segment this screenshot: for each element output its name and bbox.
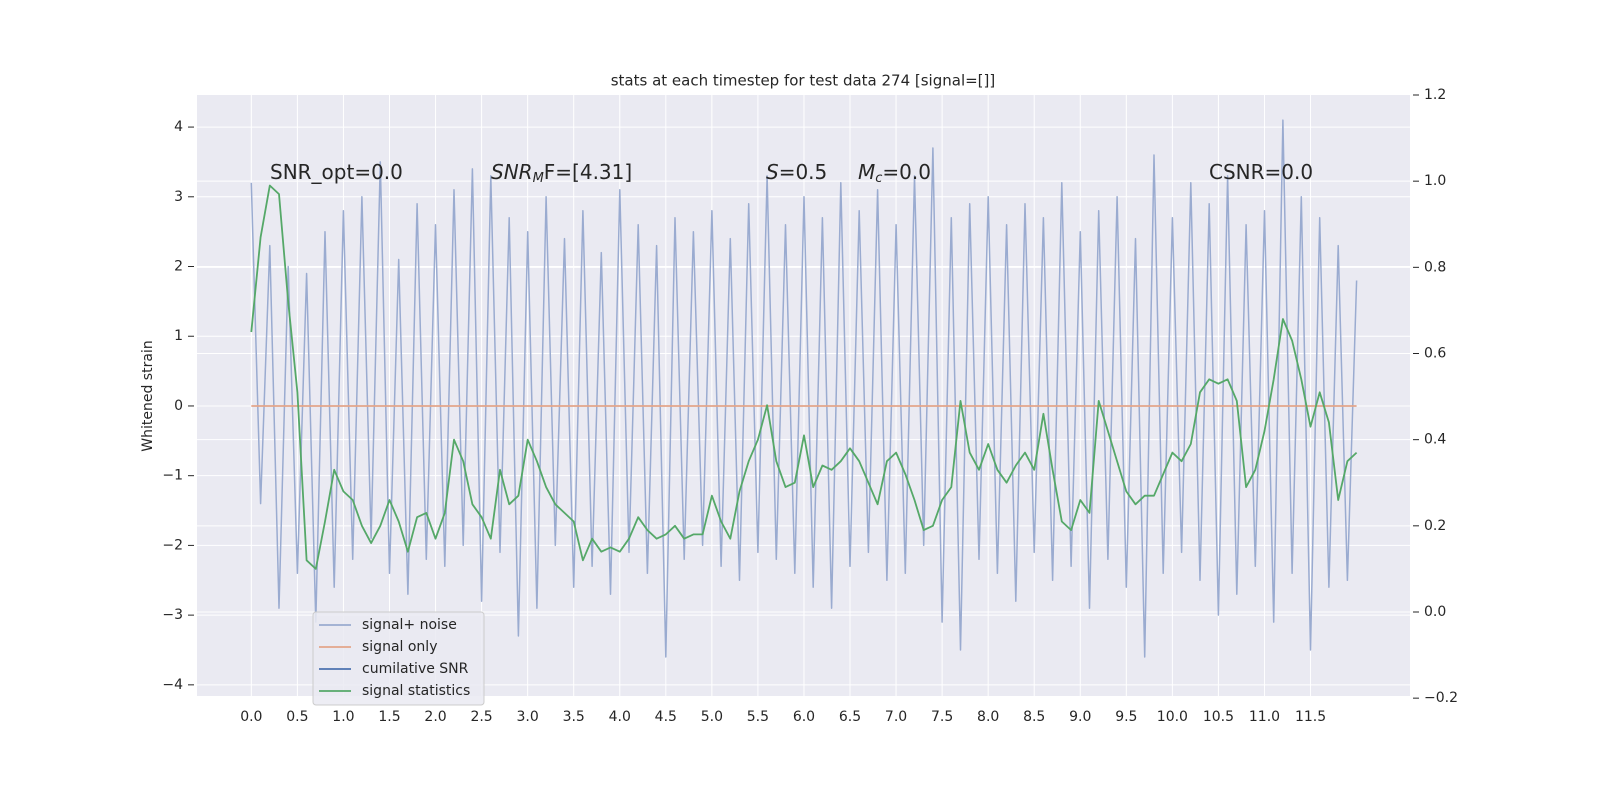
y-tick-label: −4 <box>162 677 183 693</box>
y2-tick-label: 0.2 <box>1424 518 1446 534</box>
annotation: Mc=0.0 <box>858 160 931 186</box>
y2-tick-label: 0.0 <box>1424 604 1446 620</box>
legend-label: cumilative SNR <box>362 661 469 677</box>
chart-title: stats at each timestep for test data 274… <box>611 72 996 90</box>
x-tick-label: 6.0 <box>793 709 815 725</box>
series-line <box>250 184 1358 570</box>
legend-label: signal+ noise <box>362 617 457 633</box>
legend-label: signal only <box>362 639 437 655</box>
x-tick-label: 3.0 <box>517 709 539 725</box>
legend-label: signal statistics <box>362 683 470 699</box>
annotation: SNRMF=[4.31] <box>491 160 632 186</box>
x-tick-label: 10.0 <box>1157 709 1188 725</box>
x-tick-label: 9.5 <box>1115 709 1137 725</box>
x-tick-label: 2.0 <box>424 709 446 725</box>
x-tick-label: 4.0 <box>609 709 631 725</box>
y2-tick-label: 0.6 <box>1424 345 1446 361</box>
annotation-text: F=[4.31] <box>544 160 632 184</box>
legend-box <box>312 611 485 706</box>
x-tick-label: 11.0 <box>1249 709 1280 725</box>
x-tick-label: 0.0 <box>240 709 262 725</box>
y2-tick-label: −0.2 <box>1424 690 1458 706</box>
y-tick-label: 2 <box>174 259 183 275</box>
x-tick-label: 2.5 <box>470 709 492 725</box>
x-tick-label: 1.5 <box>378 709 400 725</box>
x-tick-label: 5.0 <box>701 709 723 725</box>
y2-tick-label: 0.4 <box>1424 432 1446 448</box>
y-tick-label: −1 <box>162 468 183 484</box>
y-tick-label: 0 <box>174 398 183 414</box>
x-tick-label: 6.5 <box>839 709 861 725</box>
y-tick-label: 1 <box>174 328 183 344</box>
annotation-math: M <box>858 160 875 184</box>
annotation: S=0.5 <box>766 160 827 184</box>
annotation-math: S <box>766 160 779 184</box>
x-tick-label: 7.5 <box>931 709 953 725</box>
x-tick-label: 3.5 <box>563 709 585 725</box>
annotation: SNR_opt=0.0 <box>270 160 403 184</box>
y-tick-label: 4 <box>174 119 183 135</box>
y2-tick-label: 1.0 <box>1424 173 1446 189</box>
y-tick-label: −3 <box>162 607 183 623</box>
x-tick-label: 0.5 <box>286 709 308 725</box>
x-tick-label: 1.0 <box>332 709 354 725</box>
x-tick-label: 10.5 <box>1203 709 1234 725</box>
x-tick-label: 8.0 <box>977 709 999 725</box>
x-tick-label: 9.0 <box>1069 709 1091 725</box>
y-tick-label: −2 <box>162 537 183 553</box>
x-tick-label: 11.5 <box>1295 709 1326 725</box>
annotation-subscript: M <box>533 171 544 186</box>
y-tick-label: 3 <box>174 189 183 205</box>
annotation-text: CSNR=0.0 <box>1209 160 1313 184</box>
annotation-text: SNR_opt=0.0 <box>270 160 403 184</box>
x-tick-label: 4.5 <box>655 709 677 725</box>
series-line <box>250 119 1358 658</box>
annotation-subscript: c <box>875 171 882 186</box>
annotation: CSNR=0.0 <box>1209 160 1313 184</box>
x-tick-label: 5.5 <box>747 709 769 725</box>
y2-tick-label: 1.2 <box>1424 87 1446 103</box>
x-tick-label: 8.5 <box>1023 709 1045 725</box>
x-tick-label: 7.0 <box>885 709 907 725</box>
annotation-math: SNR <box>491 160 533 184</box>
y2-tick-label: 0.8 <box>1424 259 1446 275</box>
annotation-text: =0.5 <box>779 160 828 184</box>
y-axis-label: Whitened strain <box>140 340 156 451</box>
annotation-text: =0.0 <box>882 160 931 184</box>
